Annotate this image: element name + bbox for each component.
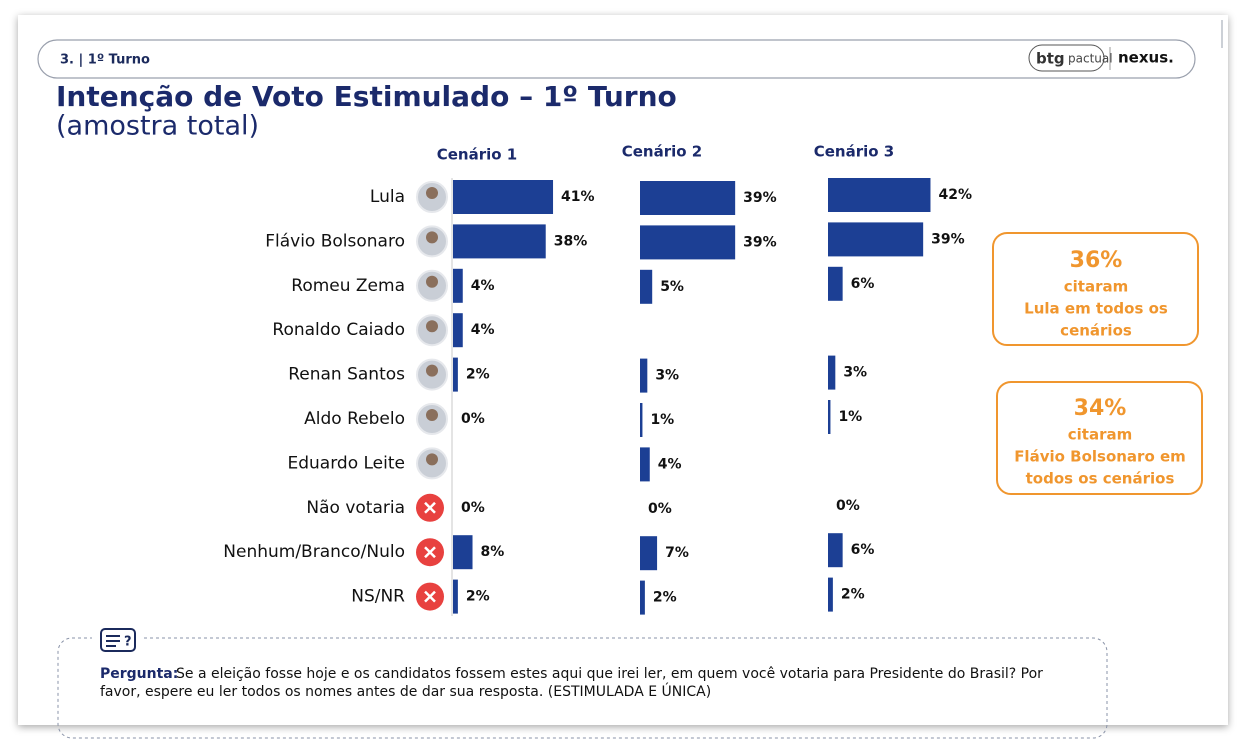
question-box (57, 637, 1108, 739)
value-label: 8% (481, 544, 505, 560)
bar (828, 577, 833, 612)
value-label: 3% (655, 368, 679, 384)
no-vote-cross (424, 501, 436, 514)
bar (640, 447, 650, 482)
avatar-head (426, 275, 438, 288)
value-label: 4% (471, 278, 495, 294)
category-label: Flávio Bolsonaro (265, 231, 405, 251)
series-header: Cenário 2 (622, 143, 703, 161)
category-label: Não votaria (306, 498, 405, 518)
bar (453, 313, 463, 348)
value-label: 2% (841, 587, 865, 603)
series-header: Cenário 1 (437, 146, 518, 164)
bar (453, 180, 554, 214)
bar (828, 266, 843, 301)
avatar-head (426, 320, 438, 333)
bar (828, 355, 836, 390)
question-text: favor, espere eu ler todos os nomes ante… (100, 682, 711, 700)
bar (828, 400, 831, 434)
chart-title: Intenção de Voto Estimulado – 1º Turno (56, 80, 677, 113)
bar (828, 222, 924, 257)
category-label: Romeu Zema (291, 276, 405, 296)
bar (640, 225, 736, 260)
value-label: 6% (851, 276, 875, 292)
callout-text: 34% (1074, 396, 1127, 421)
bar (640, 580, 645, 615)
question-icon-mark: ? (124, 635, 132, 650)
bar (640, 269, 653, 304)
no-vote-cross (424, 546, 436, 559)
bar (828, 533, 843, 568)
value-label: 1% (650, 412, 674, 428)
logo-sub: pactual (1068, 52, 1113, 66)
category-label: Aldo Rebelo (304, 409, 405, 429)
bar (453, 224, 546, 259)
value-label: 0% (836, 498, 860, 514)
value-label: 0% (461, 500, 485, 516)
category-label: Renan Santos (288, 365, 405, 385)
callout-text: citaram (1064, 278, 1128, 296)
callout-box (992, 232, 1199, 346)
logo-frame (1028, 44, 1105, 72)
category-label: NS/NR (351, 587, 405, 607)
chart-subtitle: (amostra total) (56, 111, 259, 142)
value-label: 0% (461, 411, 485, 427)
bar (453, 268, 463, 303)
value-label: 39% (743, 234, 777, 250)
callout-text: citaram (1068, 426, 1132, 444)
series-header: Cenário 3 (814, 143, 895, 161)
value-label: 4% (471, 322, 495, 338)
avatar-head (426, 187, 438, 199)
value-label: 2% (466, 367, 490, 383)
logo-partner: nexus. (1118, 49, 1174, 67)
card (18, 15, 1228, 725)
value-label: 4% (658, 456, 682, 472)
value-label: 6% (851, 542, 875, 558)
value-label: 7% (665, 545, 689, 561)
callout-text: Flávio Bolsonaro em (1014, 448, 1186, 466)
bar (640, 536, 658, 571)
value-label: 2% (466, 589, 490, 605)
value-label: 38% (554, 233, 588, 249)
question-icon-lines (106, 635, 120, 647)
category-label: Ronaldo Caiado (272, 320, 405, 340)
callout-text: 36% (1070, 248, 1123, 273)
bar (828, 178, 931, 212)
category-label: Eduardo Leite (288, 453, 406, 473)
avatar-head (426, 364, 438, 377)
value-label: 39% (931, 231, 965, 247)
value-label: 2% (653, 590, 677, 606)
category-label: Nenhum/Branco/Nulo (223, 542, 405, 562)
bar (640, 181, 736, 215)
header-pill (37, 39, 1196, 79)
value-label: 1% (838, 409, 862, 425)
bar (640, 403, 643, 437)
callout-text: cenários (1060, 322, 1132, 340)
callout-text: todos os cenários (1026, 470, 1175, 488)
avatar-head (426, 409, 438, 421)
logo-brand: btg (1036, 50, 1065, 68)
value-label: 42% (938, 187, 972, 203)
bar (453, 579, 458, 614)
value-label: 3% (843, 365, 867, 381)
avatar-head (426, 453, 438, 466)
callout-text: Lula em todos os (1024, 300, 1168, 318)
bar (640, 358, 648, 393)
section-label: 3. | 1º Turno (60, 53, 150, 68)
bar (453, 535, 473, 570)
avatar-head (426, 231, 438, 244)
question-text: Se a eleição fosse hoje e os candidatos … (176, 666, 1043, 682)
value-label: 41% (561, 189, 595, 205)
bar (453, 357, 458, 392)
value-label: 5% (660, 279, 684, 295)
callout-box (996, 381, 1203, 495)
no-vote-cross (424, 590, 436, 603)
category-label: Lula (370, 187, 405, 207)
value-label: 39% (743, 190, 777, 206)
value-label: 0% (648, 501, 672, 517)
question-label: Pergunta: (100, 666, 178, 682)
